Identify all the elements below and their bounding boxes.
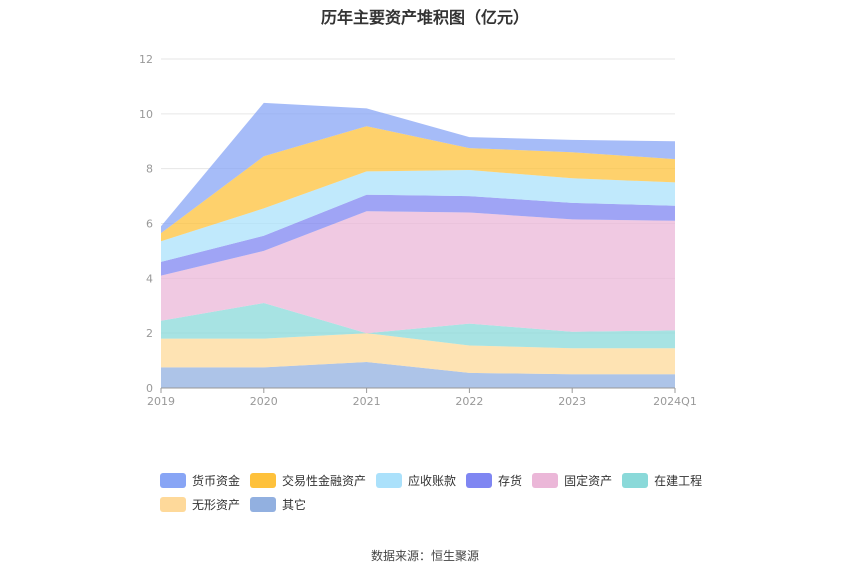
x-tick-label: 2020	[250, 395, 278, 408]
data-source: 数据来源：恒生聚源	[370, 549, 479, 563]
area-series	[161, 194, 675, 276]
chart-legend: 货币资金 交易性金融资产 应收账款 存货 固定资产 在建工程无形资产 其它	[160, 472, 720, 512]
y-tick-label: 4	[146, 272, 153, 285]
y-tick-label: 2	[146, 327, 153, 340]
legend-item[interactable]: 在建工程	[622, 472, 702, 488]
y-tick-label: 12	[139, 53, 153, 66]
legend-swatch	[622, 472, 649, 488]
legend-item[interactable]: 货币资金	[160, 472, 240, 488]
legend-label: 在建工程	[654, 473, 703, 488]
legend-item[interactable]: 无形资产	[160, 496, 240, 512]
legend-item[interactable]: 交易性金融资产	[250, 472, 366, 488]
y-tick-label: 10	[139, 108, 153, 121]
area-series	[161, 126, 675, 242]
area-series	[161, 333, 675, 375]
stacked-area-chart: 0 2 4 6 8 10 12 2019 2020 2021 2022 2023 2024Q1	[139, 53, 697, 408]
legend-swatch	[160, 496, 186, 512]
area-series	[161, 303, 675, 349]
legend-label: 其它	[282, 497, 307, 512]
x-tick-label: 2024Q1	[653, 395, 697, 408]
legend-item[interactable]: 其它	[250, 496, 306, 512]
legend-label: 固定资产	[564, 473, 613, 488]
x-tick-label: 2019	[147, 395, 175, 408]
y-tick-label: 8	[146, 163, 153, 176]
chart-title: 历年主要资产堆积图（亿元）	[320, 8, 529, 27]
area-series	[161, 102, 675, 234]
legend-swatch	[160, 472, 186, 488]
area-series	[161, 362, 675, 388]
legend-swatch	[376, 472, 403, 488]
legend-swatch	[250, 496, 277, 512]
legend-item[interactable]: 应收账款	[376, 472, 456, 488]
area-series	[161, 211, 675, 334]
area-series	[161, 170, 675, 262]
legend-swatch	[250, 472, 277, 488]
legend-label: 交易性金融资产	[282, 473, 367, 488]
x-tick-label: 2023	[558, 395, 586, 408]
y-tick-label: 0	[146, 382, 153, 395]
legend-swatch	[466, 472, 493, 488]
legend-label: 无形资产	[192, 497, 241, 512]
y-tick-label: 6	[146, 218, 153, 231]
legend-label: 应收账款	[408, 473, 457, 488]
x-tick-label: 2022	[455, 395, 483, 408]
legend-swatch	[532, 472, 559, 488]
legend-label: 存货	[498, 473, 523, 488]
legend-item[interactable]: 固定资产	[532, 472, 612, 488]
legend-item[interactable]: 存货	[466, 472, 522, 488]
x-tick-label: 2021	[353, 395, 381, 408]
legend-label: 货币资金	[192, 473, 241, 488]
